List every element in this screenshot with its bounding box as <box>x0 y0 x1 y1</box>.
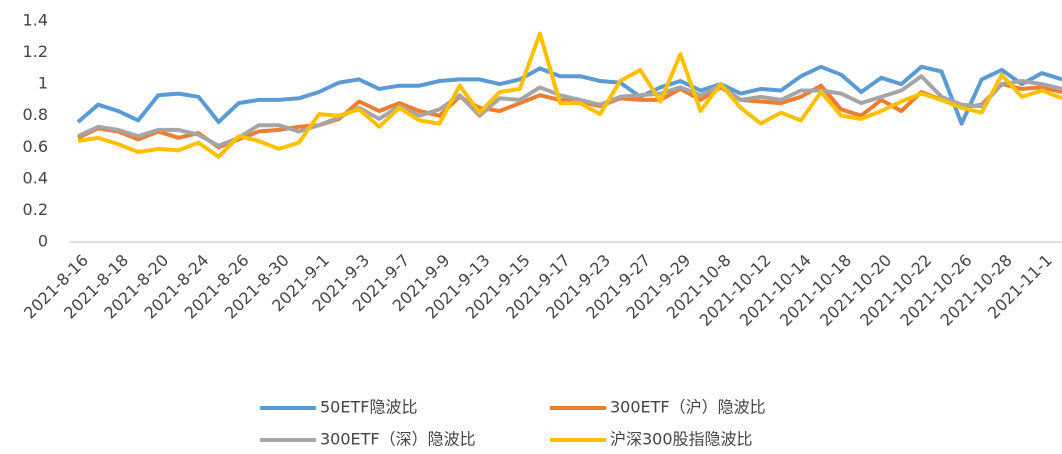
legend-label: 沪深300股指隐波比 <box>610 430 753 449</box>
y-tick-label: 1.2 <box>23 42 48 61</box>
legend-label: 300ETF（深）隐波比 <box>320 430 476 449</box>
y-tick-label: 1 <box>38 74 48 93</box>
legend-label: 300ETF（沪）隐波比 <box>610 398 766 417</box>
series-line <box>77 74 1062 148</box>
legend-label: 50ETF隐波比 <box>320 398 417 417</box>
y-tick-label: 0.2 <box>23 200 48 219</box>
y-tick-label: 0.8 <box>23 105 48 124</box>
y-tick-label: 1.4 <box>23 11 48 30</box>
series-line <box>76 64 1062 126</box>
y-tick-label: 0 <box>38 232 48 251</box>
y-tick-label: 0.4 <box>23 168 48 187</box>
y-tick-label: 0.6 <box>23 137 48 156</box>
series-line <box>77 31 1062 159</box>
